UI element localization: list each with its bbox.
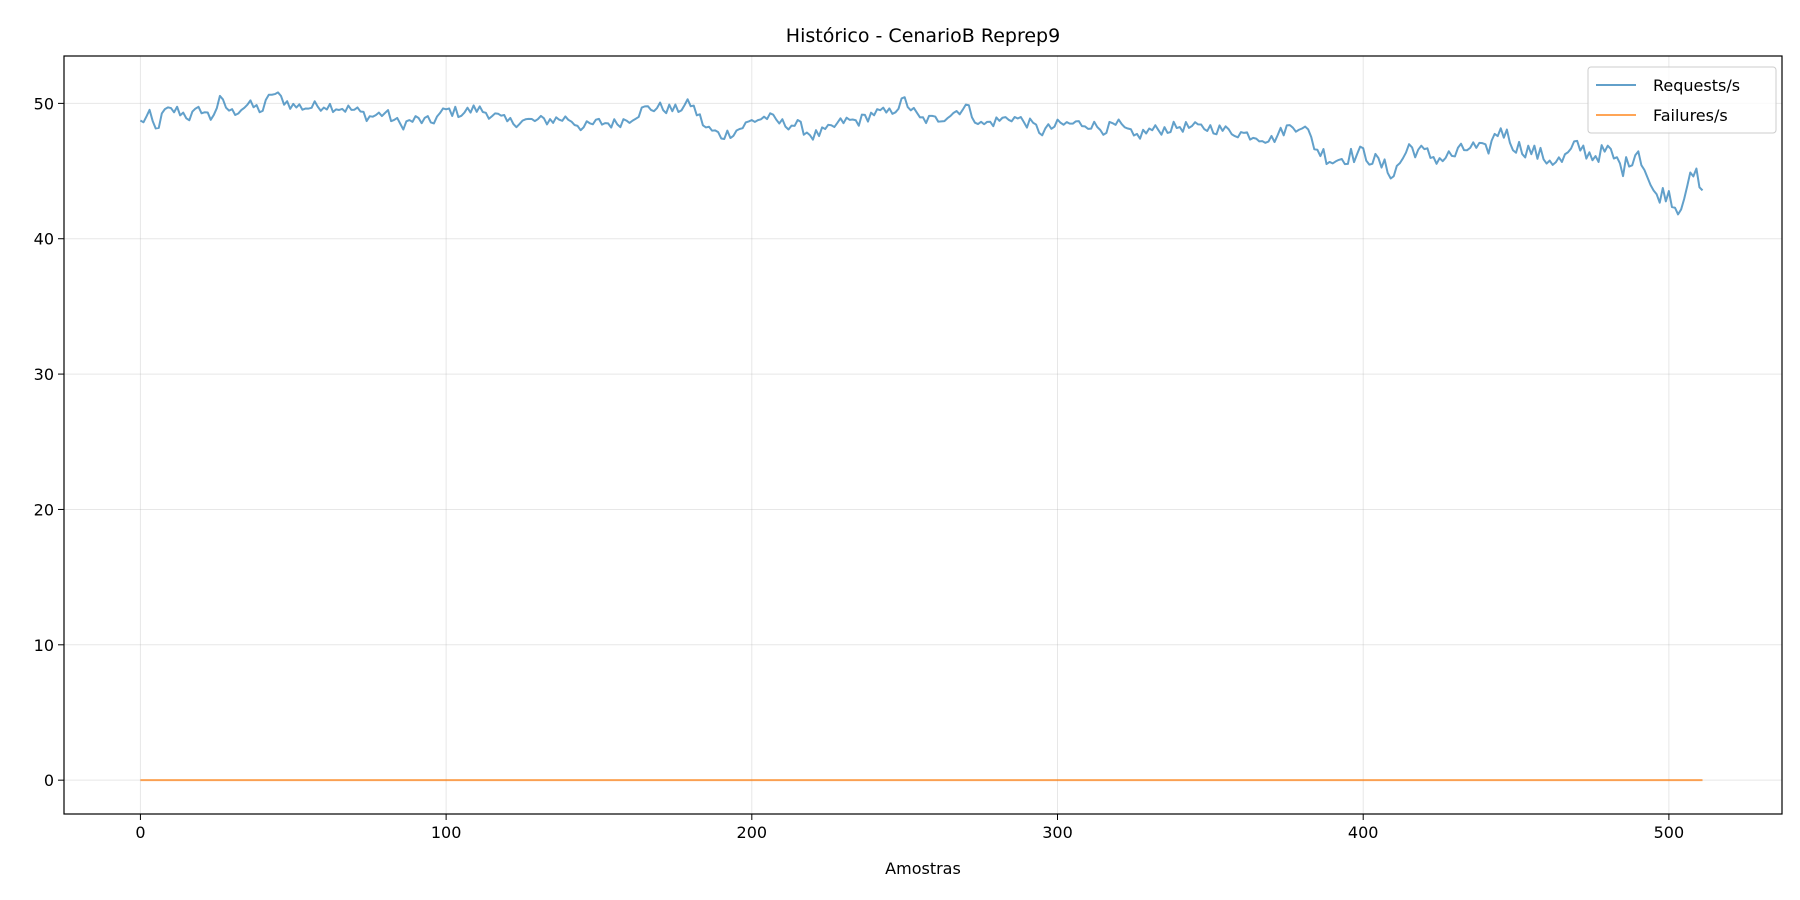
legend-label: Failures/s (1653, 106, 1728, 125)
y-tick-label: 40 (34, 230, 54, 249)
x-tick-label: 200 (737, 823, 768, 842)
y-tick-label: 20 (34, 500, 54, 519)
x-tick-label: 0 (135, 823, 145, 842)
x-tick-label: 400 (1348, 823, 1379, 842)
x-tick-label: 500 (1654, 823, 1685, 842)
legend-label: Requests/s (1653, 76, 1740, 95)
plot-frame (63, 55, 1783, 815)
grid-lines (64, 56, 1782, 814)
series-line-0 (139, 91, 1704, 216)
x-tick-label: 100 (431, 823, 462, 842)
legend: Requests/s Failures/s (1587, 66, 1777, 134)
x-tick-label: 300 (1042, 823, 1073, 842)
x-axis-label: Amostras (885, 859, 961, 878)
y-tick-label: 0 (44, 771, 54, 790)
chart-title: Histórico - CenarioB Reprep9 (786, 25, 1060, 47)
axis-ticks: 0 100 200 300 400 500 0 10 20 30 40 50 (34, 94, 1685, 842)
legend-box (1587, 66, 1777, 134)
y-tick-label: 10 (34, 636, 54, 655)
series-layer (139, 91, 1704, 782)
y-tick-label: 30 (34, 365, 54, 384)
y-tick-label: 50 (34, 94, 54, 113)
